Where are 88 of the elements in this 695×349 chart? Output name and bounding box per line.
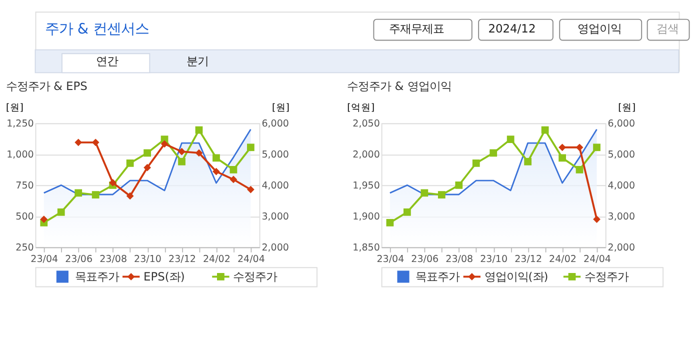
- point: [195, 149, 203, 157]
- point: [593, 144, 600, 152]
- y-tick-label: 1,950: [352, 180, 380, 192]
- y-tick-label: 1,000: [6, 150, 34, 161]
- point: [144, 164, 151, 172]
- x-tick-label: 24/04: [237, 254, 265, 265]
- point: [74, 189, 82, 197]
- point: [160, 140, 168, 148]
- text: 주가 & 컨센서스: [44, 22, 150, 38]
- point: [576, 166, 584, 174]
- y-tick-label: 1,850: [352, 242, 380, 254]
- legend-label: 영업이익(좌): [484, 270, 548, 284]
- y2-axis-title: [원]: [618, 102, 636, 114]
- y2-tick-label: 4,000: [262, 180, 289, 192]
- text: 영업이익: [578, 22, 622, 36]
- x-tick-label: 23/10: [480, 254, 508, 265]
- point: [506, 136, 514, 144]
- y-tick-label: 1,250: [6, 118, 34, 130]
- x-tick-label: 24/04: [584, 254, 611, 265]
- point: [247, 186, 254, 194]
- point: [144, 149, 151, 157]
- y-tick-label: 2,050: [352, 118, 380, 130]
- point: [386, 218, 394, 226]
- y-tick-label: 250: [16, 242, 34, 254]
- y2-tick-label: 3,000: [262, 212, 289, 222]
- point: [404, 208, 411, 216]
- chart-title: 수정주가 & EPS: [6, 78, 88, 93]
- point: [247, 144, 254, 152]
- point: [524, 158, 532, 166]
- point: [541, 126, 549, 134]
- legend-label: 수정주가: [584, 270, 628, 284]
- y2-tick-label: 6,000: [262, 118, 289, 130]
- point: [455, 181, 463, 189]
- point: [438, 191, 446, 198]
- y-axis-title: [원]: [6, 102, 24, 114]
- x-tick-label: 23/12: [168, 254, 196, 265]
- legend-label: 수정주가: [233, 270, 278, 284]
- y2-tick-label: 3,000: [608, 212, 636, 222]
- chart-title: 수정주가 & 영업이익: [347, 78, 452, 93]
- x-tick-label: 23/04: [376, 254, 404, 265]
- point: [490, 149, 498, 157]
- y2-tick-label: 2,000: [262, 242, 289, 254]
- legend-label: 목표주가: [416, 270, 460, 284]
- text: 연간: [96, 54, 118, 68]
- point: [195, 126, 203, 134]
- x-tick-label: 24/02: [549, 254, 576, 265]
- point: [420, 189, 428, 197]
- point: [212, 154, 220, 162]
- point: [178, 148, 186, 156]
- y2-tick-label: 5,000: [608, 150, 636, 161]
- x-tick-label: 24/02: [202, 254, 230, 265]
- x-tick-label: 23/04: [30, 254, 58, 265]
- x-tick-label: 23/08: [446, 254, 474, 265]
- point: [74, 138, 82, 146]
- legend-label: 목표주가: [74, 270, 119, 284]
- point: [126, 192, 134, 200]
- y-axis-title: [억원]: [347, 102, 375, 114]
- point: [57, 208, 65, 216]
- y-tick-label: 750: [16, 180, 34, 192]
- y-tick-label: 2,000: [352, 150, 380, 161]
- point: [230, 176, 238, 184]
- legend-label: EPS(좌): [143, 270, 185, 284]
- y2-tick-label: 2,000: [608, 242, 636, 254]
- y2-tick-label: 4,000: [608, 180, 636, 192]
- y-tick-label: 500: [16, 212, 34, 222]
- point: [230, 166, 238, 174]
- x-tick-label: 23/06: [411, 254, 439, 265]
- x-tick-label: 23/08: [100, 254, 128, 265]
- y2-axis-title: [원]: [272, 102, 290, 114]
- text: 주재무제표: [389, 22, 444, 36]
- point: [126, 159, 134, 167]
- x-tick-label: 23/10: [134, 254, 162, 265]
- point: [178, 158, 186, 166]
- point: [109, 179, 117, 186]
- point: [92, 191, 100, 198]
- point: [92, 138, 100, 146]
- point: [212, 168, 220, 176]
- point: [472, 159, 480, 167]
- text: 2024/12: [488, 22, 536, 36]
- x-tick-label: 23/12: [514, 254, 542, 265]
- y2-tick-label: 5,000: [262, 150, 289, 161]
- x-tick-label: 23/06: [65, 254, 93, 265]
- point: [558, 154, 566, 162]
- text: 검색: [656, 22, 678, 36]
- point: [40, 216, 48, 223]
- y2-tick-label: 6,000: [608, 118, 636, 130]
- text: 분기: [186, 54, 208, 68]
- y-tick-label: 1,900: [352, 212, 380, 222]
